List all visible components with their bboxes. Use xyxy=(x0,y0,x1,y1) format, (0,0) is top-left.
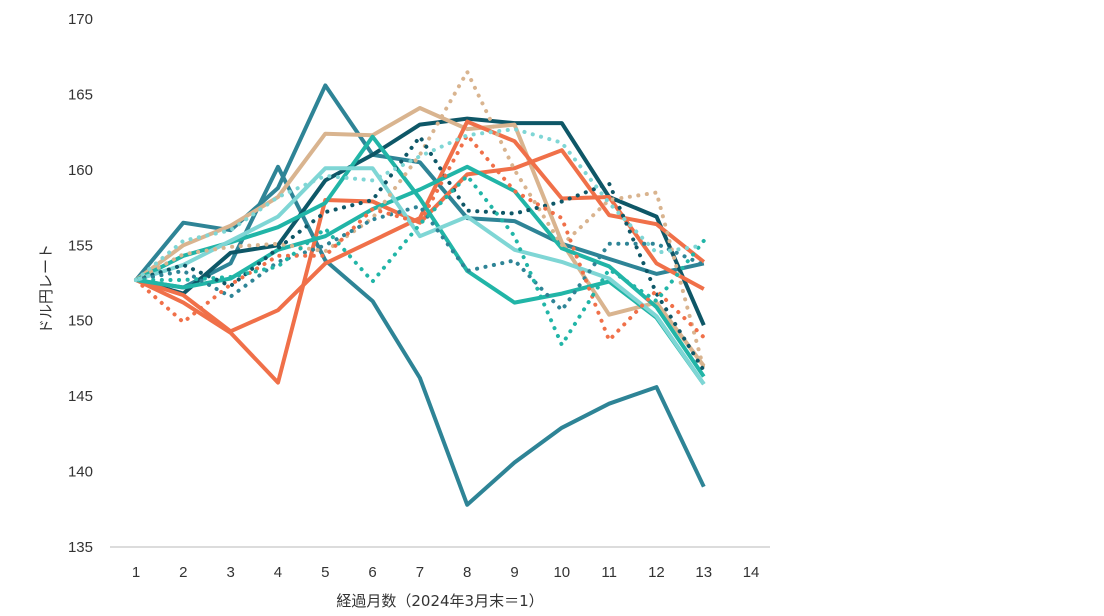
x-tick-label: 2 xyxy=(179,564,187,581)
x-tick-label: 11 xyxy=(601,564,617,581)
y-tick-label: 135 xyxy=(68,539,93,556)
x-tick-label: 8 xyxy=(463,564,471,581)
x-tick-label: 7 xyxy=(416,564,424,581)
series-line-4 xyxy=(134,106,706,368)
y-tick-label: 170 xyxy=(68,11,93,28)
x-tick-label: 13 xyxy=(695,564,712,581)
x-axis-label: 経過月数（2024年3月末＝1） xyxy=(336,592,543,610)
series-line-14 xyxy=(134,173,706,347)
y-tick-label: 165 xyxy=(68,86,93,103)
series-line-15 xyxy=(134,127,706,282)
series-line-10 xyxy=(134,69,706,371)
y-tick-label: 145 xyxy=(68,388,93,405)
y-tick-label: 140 xyxy=(68,464,93,481)
x-tick-label: 4 xyxy=(274,564,282,581)
y-tick-label: 155 xyxy=(68,237,93,254)
series-line-2 xyxy=(134,83,705,282)
x-tick-label: 10 xyxy=(553,564,570,581)
x-tick-label: 1 xyxy=(132,564,140,581)
x-tick-label: 14 xyxy=(743,564,760,581)
series-lines xyxy=(134,69,706,507)
series-line-9 xyxy=(135,166,706,386)
x-axis-ticks: 1 2 3 4 5 6 7 8 9 10 11 12 13 14 xyxy=(132,564,760,581)
x-tick-label: 9 xyxy=(510,564,518,581)
y-tick-label: 150 xyxy=(68,313,93,330)
series-line-12 xyxy=(134,204,706,313)
series-line-11 xyxy=(134,134,706,373)
series-line-13 xyxy=(134,133,706,343)
y-axis-label: ドル円レート xyxy=(37,244,55,334)
y-axis-ticks: 135 140 145 150 155 160 165 170 xyxy=(68,11,93,556)
series-line-1 xyxy=(135,164,706,507)
x-tick-label: 5 xyxy=(321,564,329,581)
y-tick-label: 160 xyxy=(68,162,93,179)
x-tick-label: 3 xyxy=(226,564,234,581)
x-tick-label: 6 xyxy=(368,564,376,581)
x-tick-label: 12 xyxy=(648,564,665,581)
